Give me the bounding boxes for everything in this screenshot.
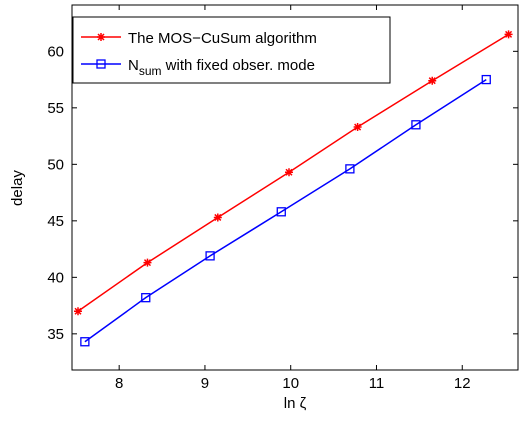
- y-tick-label: 35: [47, 326, 64, 343]
- y-axis-label: delay: [9, 170, 26, 206]
- marker: [481, 74, 491, 85]
- marker: [504, 30, 513, 39]
- marker: [284, 168, 293, 177]
- marker: [345, 164, 355, 174]
- marker: [353, 123, 362, 132]
- x-tick-label: 11: [369, 375, 385, 392]
- legend-box: [72, 16, 391, 84]
- marker: [276, 207, 286, 217]
- y-tick-label: 60: [47, 43, 64, 60]
- y-tick-label: 55: [47, 100, 64, 117]
- y-tick-label: 45: [47, 213, 64, 230]
- x-tick-label: 10: [282, 375, 299, 392]
- marker: [80, 337, 90, 347]
- x-axis-label: ln ζ: [284, 395, 307, 412]
- marker: [96, 59, 106, 69]
- legend-label: Nsum with fixed obser. mode: [128, 57, 315, 78]
- x-tick-label: 8: [115, 375, 123, 392]
- y-tick-label: 40: [47, 269, 64, 286]
- marker: [74, 307, 83, 316]
- marker: [411, 120, 421, 130]
- marker: [428, 76, 437, 85]
- marker: [205, 251, 215, 261]
- legend-label: The MOS−CuSum algorithm: [128, 30, 317, 47]
- series-line: [84, 78, 487, 343]
- marker: [143, 258, 152, 267]
- x-tick-label: 12: [454, 375, 471, 392]
- x-tick-label: 9: [201, 375, 209, 392]
- marker: [141, 293, 151, 303]
- marker: [97, 33, 105, 41]
- marker: [213, 213, 222, 222]
- y-tick-label: 50: [47, 156, 64, 173]
